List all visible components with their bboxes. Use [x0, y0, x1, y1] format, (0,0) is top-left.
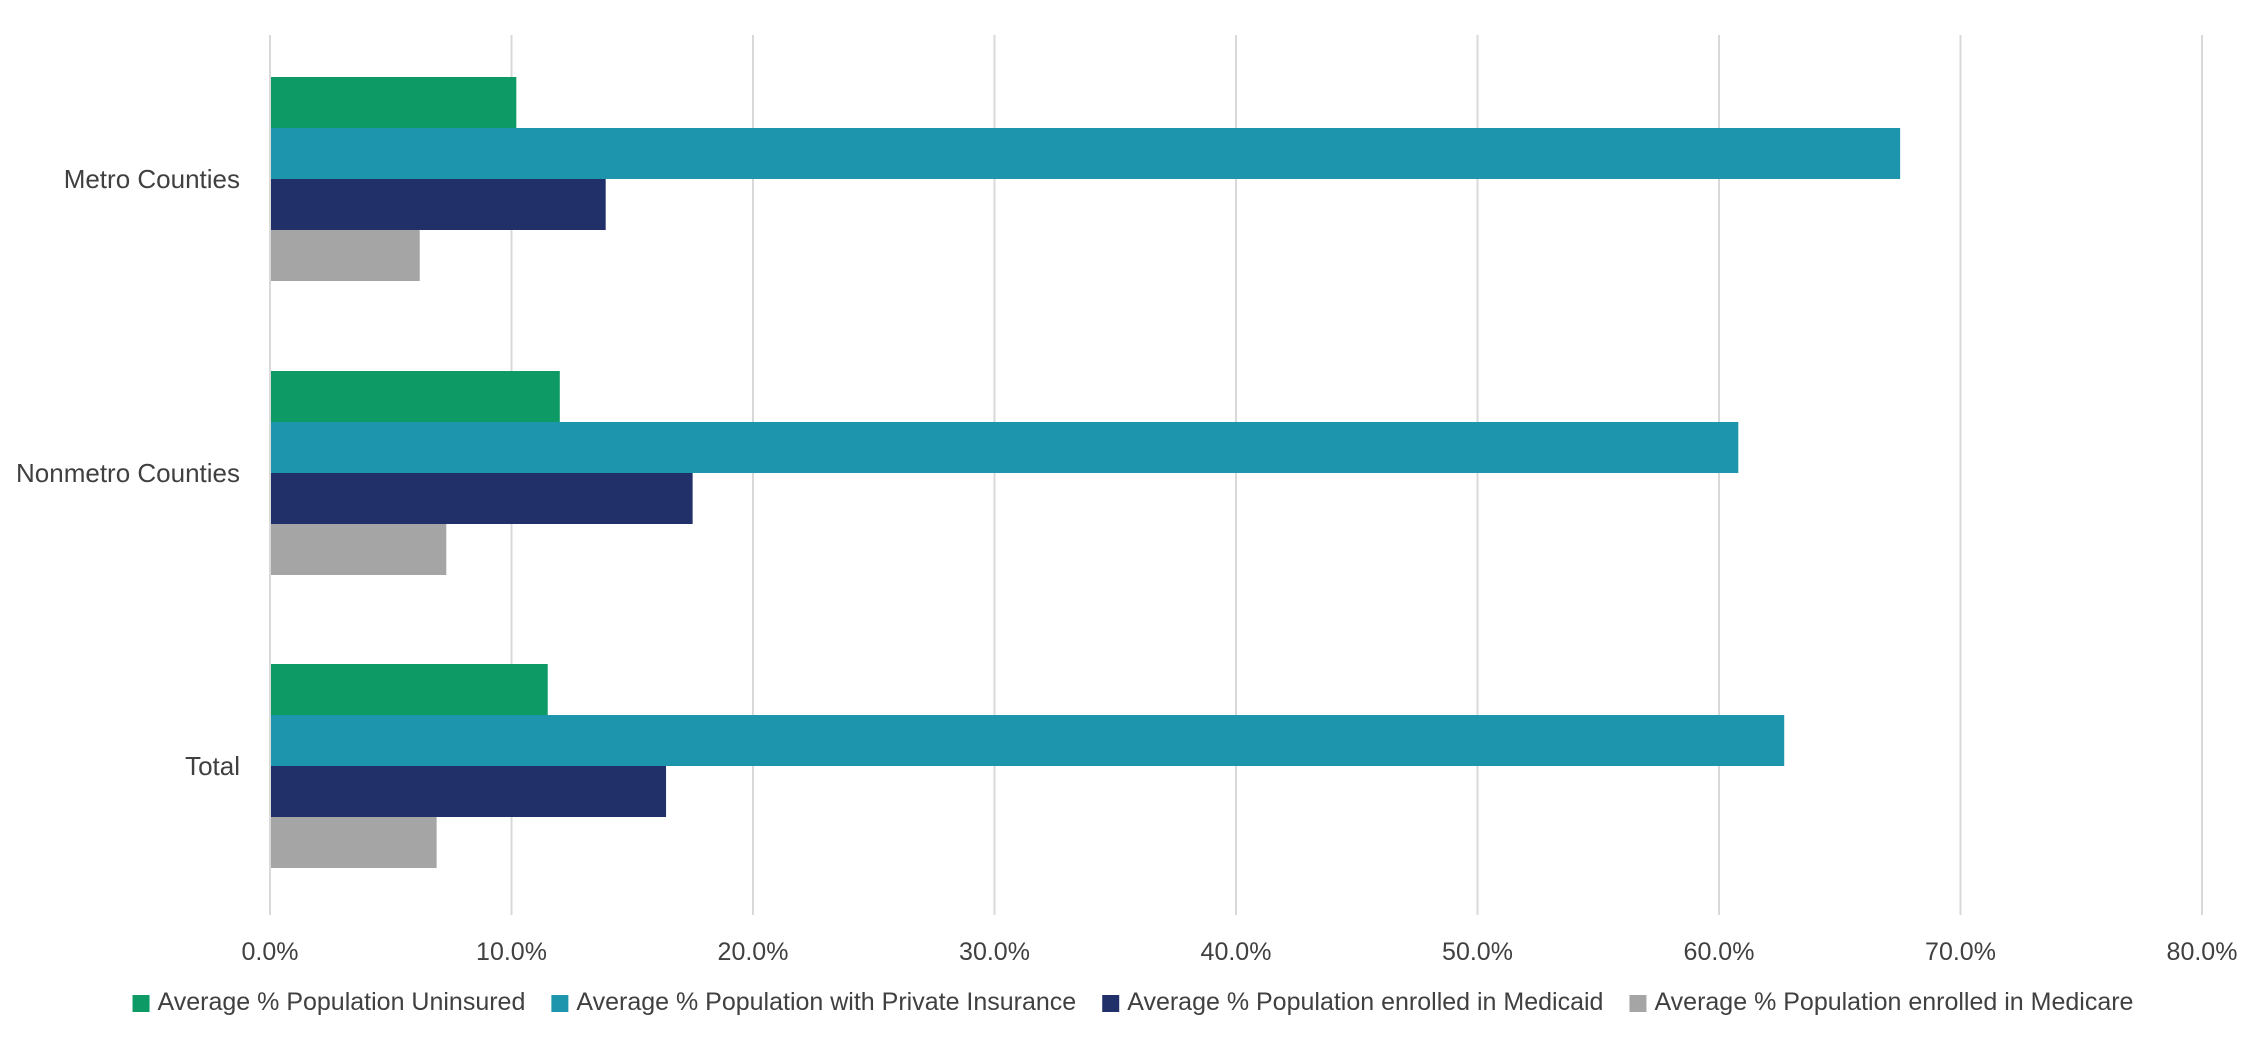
legend-label: Average % Population with Private Insura…: [576, 988, 1076, 1016]
x-tick-label: 40.0%: [1201, 938, 1272, 966]
bar: [270, 128, 1901, 179]
bars: [270, 77, 1901, 868]
bar: [270, 77, 517, 128]
bar: [270, 817, 437, 868]
legend: Average % Population Uninsured Average % …: [132, 988, 2133, 1016]
bar: [270, 422, 1739, 473]
x-tick-label: 50.0%: [1442, 938, 1513, 966]
x-tick-label: 80.0%: [2167, 938, 2238, 966]
legend-swatch: [1102, 995, 1120, 1012]
bar: [270, 715, 1785, 766]
category-label: Total: [185, 751, 240, 781]
legend-swatch: [1629, 995, 1647, 1012]
legend-label: Average % Population enrolled in Medicai…: [1127, 988, 1603, 1016]
bar: [270, 230, 420, 281]
x-tick-label: 30.0%: [959, 938, 1030, 966]
legend-item: Average % Population enrolled in Medicai…: [1102, 988, 1603, 1016]
legend-item: Average % Population enrolled in Medicar…: [1629, 988, 2133, 1016]
category-label: Metro Counties: [64, 164, 240, 194]
legend-label: Average % Population Uninsured: [158, 988, 526, 1016]
category-label: Nonmetro Counties: [16, 458, 240, 488]
legend-label: Average % Population enrolled in Medicar…: [1654, 988, 2133, 1016]
legend-item: Average % Population with Private Insura…: [551, 988, 1076, 1016]
bar: [270, 371, 560, 422]
x-tick-label: 0.0%: [242, 938, 299, 966]
bar: [270, 664, 548, 715]
bar: [270, 473, 693, 524]
x-tick-label: 70.0%: [1925, 938, 1996, 966]
bar: [270, 524, 447, 575]
bar: [270, 179, 606, 230]
bar: [270, 766, 667, 817]
x-tick-label: 10.0%: [476, 938, 547, 966]
legend-swatch: [132, 995, 150, 1012]
x-tick-label: 60.0%: [1684, 938, 1755, 966]
legend-item: Average % Population Uninsured: [132, 988, 526, 1016]
x-tick-label: 20.0%: [718, 938, 789, 966]
axes: 0.0% 10.0% 20.0% 30.0% 40.0% 50.0% 60.0% 70.0% 8…: [16, 35, 2237, 966]
legend-swatch: [551, 995, 569, 1012]
